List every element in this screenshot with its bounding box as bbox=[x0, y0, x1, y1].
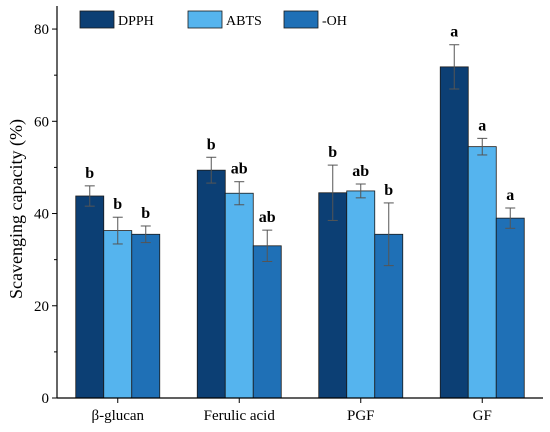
error-bars-layer bbox=[84, 44, 516, 267]
error-bar-ABTS-PGF bbox=[355, 183, 366, 199]
y-tick-label-80: 80 bbox=[34, 22, 49, 38]
error-bar--OH-Ferulic acid bbox=[262, 229, 273, 262]
bar-ABTS-Ferulic acid bbox=[224, 192, 254, 399]
error-bar-DPPH-β-glucan bbox=[84, 185, 95, 207]
y-tick-label-20: 20 bbox=[34, 299, 49, 315]
x-tick-label-β-glucan: β-glucan bbox=[91, 408, 144, 424]
legend-item--OH: -OH bbox=[283, 10, 347, 29]
bar--OH-Ferulic acid bbox=[252, 245, 282, 399]
legend-swatch-DPPH bbox=[79, 10, 115, 29]
sig-label-ABTS-GF: a bbox=[478, 117, 486, 134]
bars-layer bbox=[75, 66, 525, 399]
x-tick-label-GF: GF bbox=[473, 408, 492, 424]
bar-DPPH-Ferulic acid bbox=[196, 169, 226, 399]
legend-label-ABTS: ABTS bbox=[226, 14, 262, 29]
bar-ABTS-PGF bbox=[346, 190, 376, 399]
bar-DPPH-β-glucan bbox=[75, 195, 105, 399]
y-tick-label-40: 40 bbox=[34, 207, 49, 223]
legend-item-DPPH: DPPH bbox=[79, 10, 154, 29]
error-bar-ABTS-β-glucan bbox=[112, 216, 123, 245]
y-axis-title: Scavenging capacity (%) bbox=[6, 119, 27, 299]
error-bar-DPPH-Ferulic acid bbox=[206, 156, 217, 184]
error-bar--OH-PGF bbox=[383, 202, 394, 267]
bar--OH-β-glucan bbox=[131, 233, 161, 399]
bar-ABTS-GF bbox=[467, 146, 497, 399]
legend-swatch--OH bbox=[283, 10, 319, 29]
error-bar-DPPH-PGF bbox=[327, 164, 338, 221]
sig-label--OH-β-glucan: b bbox=[141, 205, 150, 222]
y-tick-label-60: 60 bbox=[34, 114, 49, 130]
bar-DPPH-PGF bbox=[318, 192, 348, 399]
sig-label-DPPH-PGF: b bbox=[328, 144, 337, 161]
sig-label--OH-Ferulic acid: ab bbox=[259, 209, 276, 226]
error-bar-DPPH-GF bbox=[449, 44, 460, 90]
error-bar-ABTS-GF bbox=[477, 137, 488, 156]
legend-label-DPPH: DPPH bbox=[118, 14, 154, 29]
x-tick-label-Ferulic acid: Ferulic acid bbox=[204, 408, 276, 424]
sig-label-DPPH-β-glucan: b bbox=[85, 165, 94, 182]
y-tick-label-0: 0 bbox=[42, 391, 50, 407]
bar-DPPH-GF bbox=[439, 66, 469, 399]
legend: DPPH ABTS -OH bbox=[79, 10, 347, 29]
axes-layer: β-glucan Ferulic acid PGF GF 0 20 40 60 80 bbox=[34, 6, 543, 424]
sig-label-ABTS-PGF: ab bbox=[352, 163, 369, 180]
sig-label-DPPH-Ferulic acid: b bbox=[207, 136, 216, 153]
sig-label-DPPH-GF: a bbox=[450, 24, 458, 41]
sig-label-ABTS-β-glucan: b bbox=[113, 196, 122, 213]
error-bar--OH-β-glucan bbox=[140, 225, 151, 244]
bar-ABTS-β-glucan bbox=[103, 230, 133, 399]
x-tick-label-PGF: PGF bbox=[347, 408, 375, 424]
sig-label-ABTS-Ferulic acid: ab bbox=[231, 161, 248, 178]
legend-swatch-ABTS bbox=[187, 10, 223, 29]
bar--OH-GF bbox=[495, 217, 525, 399]
legend-item-ABTS: ABTS bbox=[187, 10, 262, 29]
error-bar-ABTS-Ferulic acid bbox=[234, 181, 245, 206]
error-bar--OH-GF bbox=[505, 207, 516, 229]
sig-label--OH-GF: a bbox=[506, 187, 514, 204]
legend-label--OH: -OH bbox=[322, 14, 347, 29]
sig-label--OH-PGF: b bbox=[384, 182, 393, 199]
